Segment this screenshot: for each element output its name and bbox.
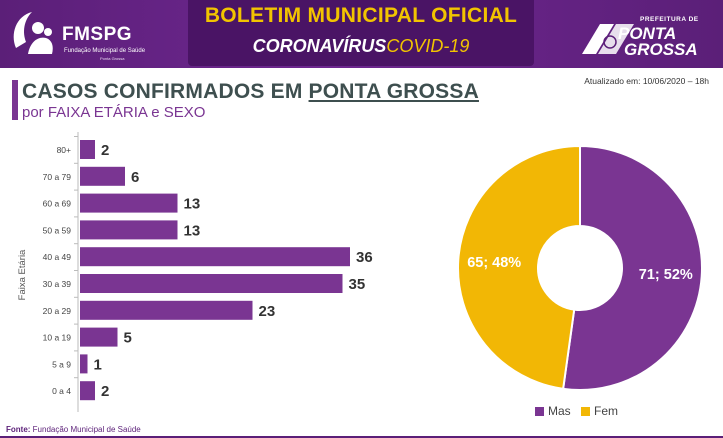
bar <box>80 193 178 213</box>
y-tick-label: 80+ <box>57 145 71 155</box>
legend-label-mas: Mas <box>548 404 571 418</box>
bar <box>80 220 178 240</box>
header-banner: FMSPG Fundação Municipal de Saúde Ponta … <box>0 0 723 68</box>
fmspg-logo-subtitle: Fundação Municipal de Saúde <box>64 48 146 54</box>
bar-value-label: 1 <box>94 356 102 373</box>
age-bar-chart: Faixa Etária 80+ 2 70 a 79 6 60 a 69 13 50 a 59… <box>17 132 373 412</box>
sex-donut-chart: 71; 52% 65; 48% <box>457 144 703 391</box>
fmspg-logo-city: Ponta Grossa <box>100 56 125 61</box>
y-axis-title: Faixa Etária <box>17 249 28 300</box>
page-title-part1: CASOS CONFIRMADOS EM <box>22 80 309 103</box>
bar-value-label: 35 <box>349 276 366 293</box>
fmspg-logo: FMSPG Fundação Municipal de Saúde Ponta … <box>8 6 168 64</box>
bar <box>80 381 95 401</box>
page-subtitle: por FAIXA ETÁRIA e SEXO <box>22 104 206 121</box>
bar-value-label: 5 <box>124 330 132 347</box>
bar <box>80 274 343 293</box>
pie-slice-fem <box>457 144 581 390</box>
source-label: Fonte: <box>6 425 31 434</box>
y-tick-label: 40 a 49 <box>43 252 72 262</box>
bar <box>80 354 88 374</box>
prefeitura-grossa-text: GROSSA <box>624 40 698 59</box>
fmspg-logo-text: FMSPG <box>62 24 133 45</box>
bulletin-banner: BOLETIM MUNICIPAL OFICIAL CORONAVÍRUSCOV… <box>188 0 534 66</box>
legend-swatch-fem <box>581 407 590 416</box>
bulletin-title: BOLETIM MUNICIPAL OFICIAL <box>204 4 518 27</box>
source-note: Fonte: Fundação Municipal de Saúde <box>6 425 141 434</box>
title-accent-bar <box>12 80 18 120</box>
y-tick-label: 50 a 59 <box>43 225 72 235</box>
y-tick-label: 10 a 19 <box>43 333 72 343</box>
prefeitura-ponta-text: PONTA <box>618 24 677 43</box>
bar-value-label: 6 <box>131 169 139 186</box>
pie-slice-label: 65; 48% <box>467 255 521 271</box>
y-tick-label: 20 a 29 <box>43 306 72 316</box>
covid-label: COVID-19 <box>386 36 470 56</box>
bar <box>80 140 95 159</box>
coronavirus-label: CORONAVÍRUS <box>252 36 387 56</box>
legend-label-fem: Fem <box>594 404 618 418</box>
legend-item-fem: Fem <box>581 404 618 418</box>
y-tick-label: 70 a 79 <box>43 172 72 182</box>
bar-value-label: 13 <box>184 222 201 239</box>
page-title: CASOS CONFIRMADOS EM PONTA GROSSA <box>22 80 479 104</box>
bar-value-label: 2 <box>101 383 109 400</box>
source-text: Fundação Municipal de Saúde <box>32 425 141 434</box>
legend-item-mas: Mas <box>535 404 571 418</box>
prefeitura-logo-icon <box>582 24 634 54</box>
y-tick-label: 5 a 9 <box>52 359 71 369</box>
legend-swatch-mas <box>535 407 544 416</box>
y-tick-label: 30 a 39 <box>43 279 72 289</box>
prefeitura-logo: PREFEITURA DE PONTA GROSSA <box>580 12 720 60</box>
bottom-rule <box>0 436 723 438</box>
y-tick-label: 0 a 4 <box>52 386 71 396</box>
page-title-city: PONTA GROSSA <box>308 80 479 103</box>
bar-value-label: 23 <box>259 303 276 320</box>
bar-value-label: 36 <box>356 249 373 266</box>
bar <box>80 247 350 267</box>
y-tick-label: 60 a 69 <box>43 199 72 209</box>
bar-value-label: 2 <box>101 142 109 159</box>
pie-slice-label: 71; 52% <box>639 267 693 283</box>
updated-timestamp: Atualizado em: 10/06/2020 – 18h <box>584 76 709 86</box>
pie-slice-mas <box>562 144 703 391</box>
bar <box>80 166 125 186</box>
bar-value-label: 13 <box>184 196 201 213</box>
bar <box>80 300 253 320</box>
fmspg-logo-icon <box>13 12 53 54</box>
prefeitura-small-text: PREFEITURA DE <box>640 16 699 23</box>
bulletin-subtitle: CORONAVÍRUSCOVID-19 <box>188 36 534 57</box>
bar <box>80 327 118 347</box>
